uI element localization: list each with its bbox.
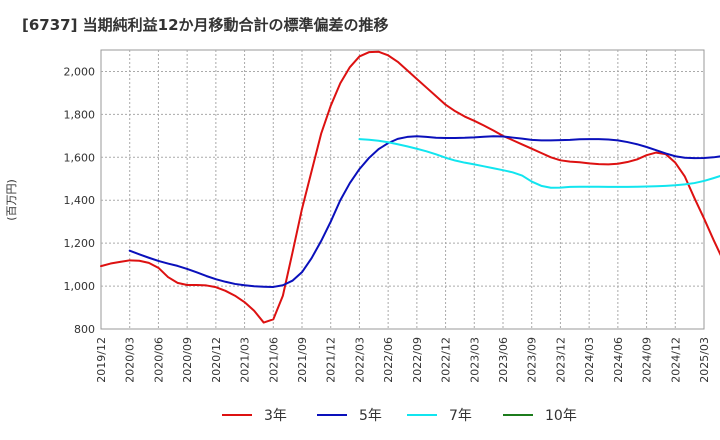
x-tick-label: 2024/06: [612, 337, 625, 383]
y-tick-label: 1,200: [64, 237, 96, 250]
x-tick-label: 2021/12: [325, 337, 338, 383]
legend-label: 3年: [264, 408, 287, 424]
legend-label: 5年: [359, 408, 382, 424]
x-tick-label: 2021/09: [296, 337, 309, 383]
series-lines: [100, 50, 720, 324]
x-tick-label: 2022/09: [411, 337, 424, 383]
y-tick-label: 800: [74, 323, 95, 336]
x-tick-label: 2025/03: [698, 337, 711, 383]
x-tick-label: 2023/12: [554, 337, 567, 383]
legend-label: 7年: [449, 408, 472, 424]
x-tick-label: 2020/03: [124, 337, 137, 383]
x-tick-label: 2024/03: [583, 337, 596, 383]
y-tick-label: 1,400: [64, 194, 96, 207]
legend-label: 10年: [545, 408, 577, 424]
plot-area: [100, 49, 705, 330]
series-line-5年: [128, 135, 720, 288]
x-tick-label: 2020/12: [210, 337, 223, 383]
x-tick-label: 2022/03: [353, 337, 366, 383]
x-tick-label: 2023/06: [497, 337, 510, 383]
x-tick-label: 2023/09: [526, 337, 539, 383]
x-tick-label: 2022/12: [440, 337, 453, 383]
y-tick-label: 1,800: [64, 108, 96, 121]
series-line-3年: [100, 50, 720, 324]
x-tick-label: 2024/09: [641, 337, 654, 383]
x-axis: 2019/12 2020/03 2020/06 2020/09 2020/12 2021/…: [95, 337, 711, 383]
x-tick-label: 2021/06: [267, 337, 280, 383]
x-tick-label: 2020/09: [181, 337, 194, 383]
x-tick-label: 2021/03: [239, 337, 252, 383]
series-line-7年: [358, 138, 720, 189]
x-tick-label: 2022/06: [382, 337, 395, 383]
grid-lines: [101, 50, 704, 329]
y-axis: 800 1,000 1,200 1,400 1,600 1,800 2,000: [64, 65, 96, 336]
legend: 3年 5年 7年 10年: [222, 408, 577, 424]
x-tick-label: 2023/03: [468, 337, 481, 383]
x-tick-label: 2019/12: [95, 337, 108, 383]
x-tick-label: 2020/06: [152, 337, 165, 383]
y-axis-label: (百万円): [5, 179, 18, 221]
y-tick-label: 2,000: [64, 65, 96, 78]
y-tick-label: 1,600: [64, 151, 96, 164]
y-tick-label: 1,000: [64, 280, 96, 293]
chart-title: [6737] 当期純利益12か月移動合計の標準偏差の推移: [22, 16, 389, 34]
x-tick-label: 2024/12: [669, 337, 682, 383]
